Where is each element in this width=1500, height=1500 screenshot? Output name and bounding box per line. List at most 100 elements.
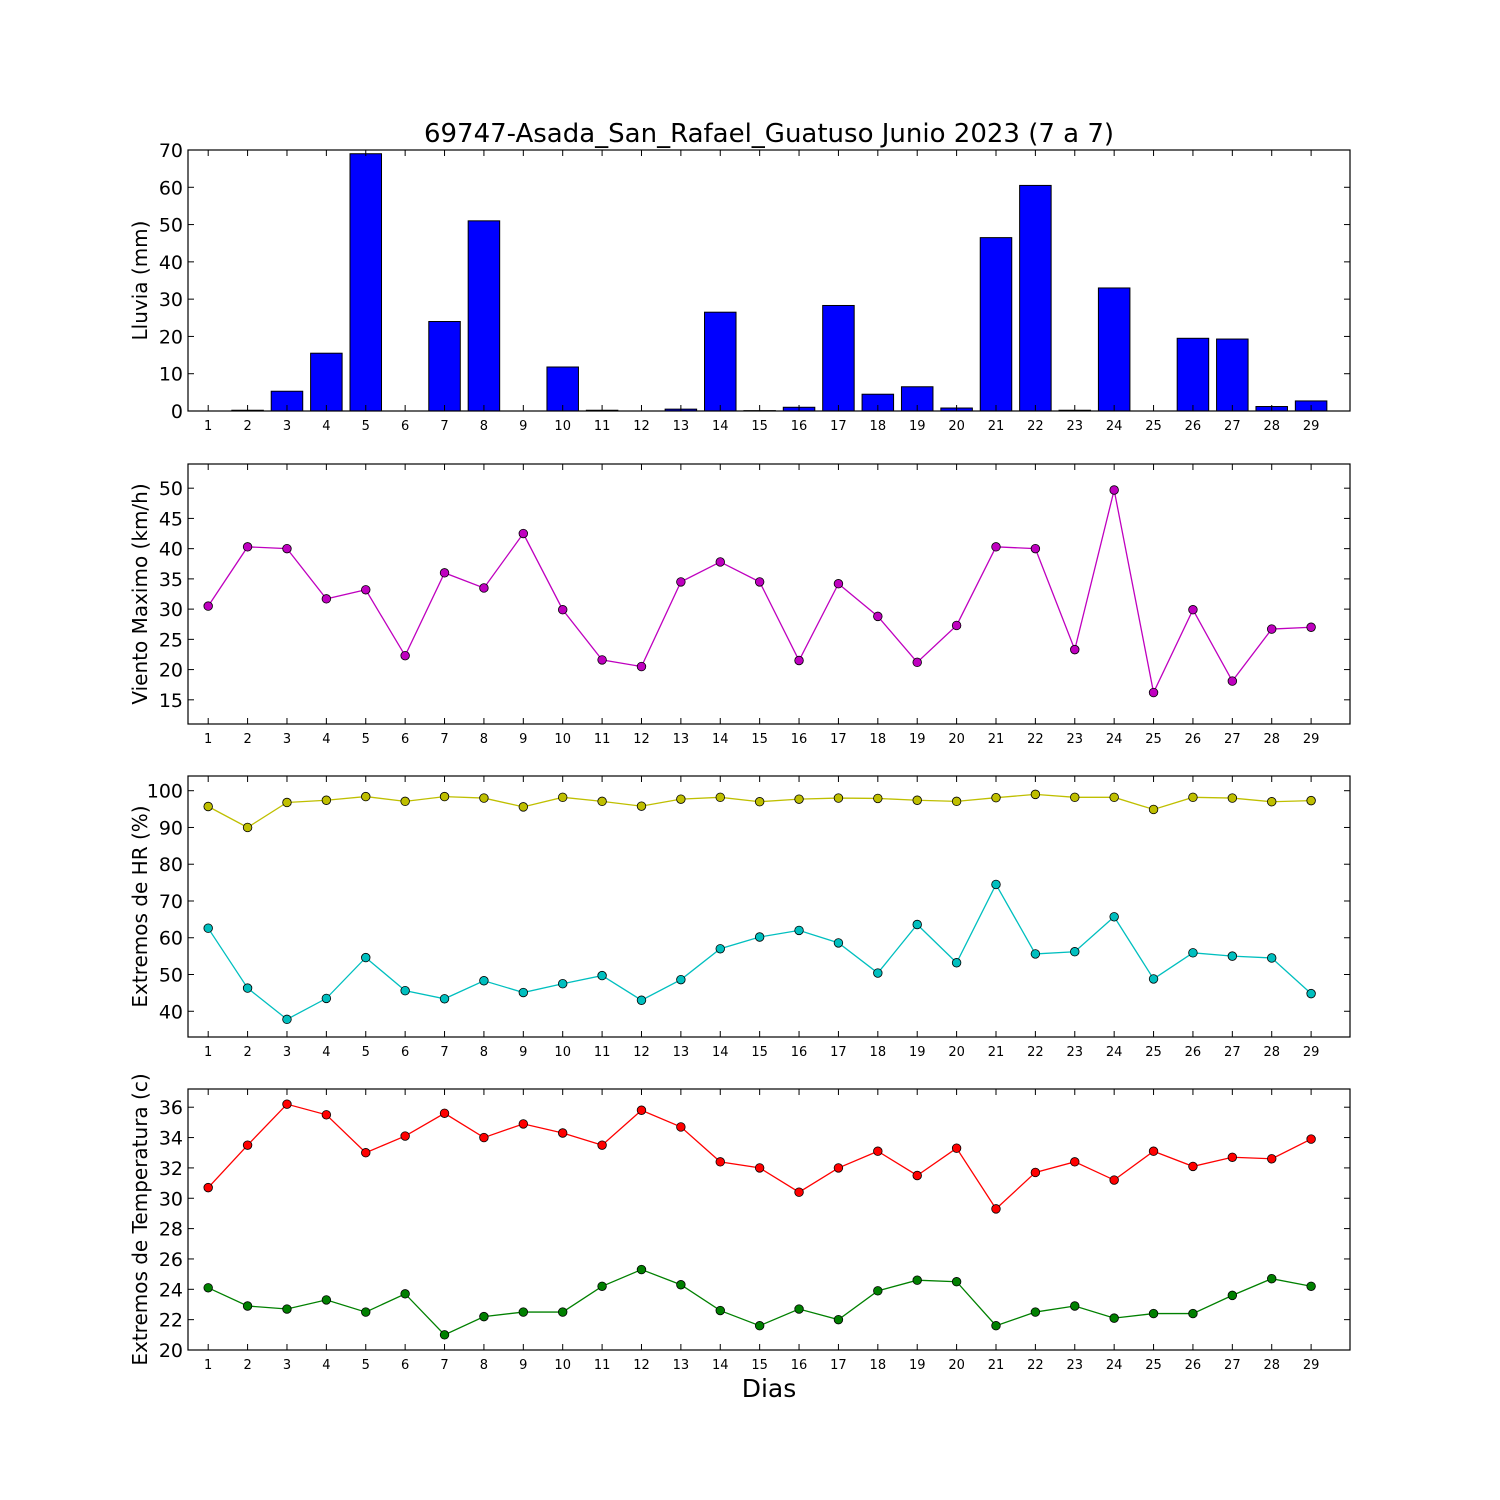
humidity-point [715, 792, 725, 803]
wind-axes-frame [187, 463, 1351, 725]
humidity-point [242, 822, 253, 833]
rain-bar [546, 366, 579, 412]
y-tick-label: 32 [159, 1158, 183, 1180]
temperature-point [1109, 1313, 1119, 1323]
x-tick-label: 25 [1145, 1045, 1162, 1060]
x-tick-label: 25 [1145, 1358, 1162, 1373]
x-tick-label: 27 [1224, 1045, 1241, 1060]
humidity-point [676, 974, 686, 985]
x-tick-label: 26 [1185, 419, 1202, 434]
x-tick-label: 1 [204, 419, 212, 434]
x-tick-label: 25 [1145, 732, 1162, 747]
y-tick-label: 22 [159, 1310, 183, 1332]
x-tick-label: 11 [594, 732, 611, 747]
y-tick-label: 35 [159, 569, 183, 591]
x-tick-label: 20 [948, 732, 965, 747]
humidity-point [321, 993, 332, 1004]
x-tick-label: 20 [948, 419, 965, 434]
wind-point [242, 542, 253, 552]
wind-point [991, 542, 1001, 552]
wind-y-axis-label: Viento Maximo (km/h) [128, 483, 152, 704]
x-tick-label: 22 [1027, 1045, 1044, 1060]
x-tick-label: 26 [1185, 1358, 1202, 1373]
humidity-point [676, 794, 686, 804]
temperature-point [597, 1281, 607, 1291]
temperature-point [794, 1187, 804, 1197]
x-tick-label: 4 [322, 1358, 330, 1373]
x-tick-label: 13 [673, 732, 690, 747]
x-tick-label: 15 [751, 1358, 768, 1373]
humidity-point [361, 952, 371, 963]
temperature-point [1267, 1154, 1277, 1164]
y-tick-label: 36 [159, 1097, 183, 1119]
x-tick-label: 19 [909, 419, 926, 434]
y-tick-label: 20 [159, 1340, 183, 1362]
humidity-point [1148, 804, 1159, 815]
y-tick-label: 15 [159, 690, 183, 712]
x-tick-label: 5 [362, 732, 370, 747]
temperature-point [361, 1148, 371, 1158]
humidity-point [951, 796, 962, 807]
x-tick-label: 4 [322, 419, 330, 434]
temperature-point [715, 1157, 725, 1167]
temperature-point [321, 1295, 332, 1305]
temperature-point [754, 1163, 765, 1173]
x-tick-label: 29 [1303, 419, 1320, 434]
x-tick-label: 10 [554, 732, 571, 747]
wind-point [1188, 605, 1198, 615]
temperature-point [1306, 1134, 1316, 1144]
x-tick-label: 19 [909, 732, 926, 747]
wind-point [321, 594, 332, 604]
x-tick-label: 28 [1263, 1045, 1280, 1060]
y-tick-label: 50 [159, 965, 183, 987]
x-tick-label: 5 [362, 1045, 370, 1060]
temperature-point [321, 1110, 332, 1120]
temperature-point [991, 1321, 1001, 1331]
wind-point [282, 543, 292, 554]
humidity-point [1188, 792, 1198, 803]
humidity-point [1267, 797, 1277, 807]
rain-bar [1176, 337, 1210, 412]
humidity-point [203, 923, 213, 933]
x-tick-label: 10 [554, 419, 571, 434]
temperature-point [282, 1304, 292, 1314]
humidity-point [479, 976, 489, 986]
temperature-point [1148, 1146, 1159, 1156]
x-tick-label: 18 [870, 1045, 887, 1060]
y-tick-label: 30 [159, 599, 183, 621]
humidity-point [833, 938, 844, 948]
y-tick-label: 0 [171, 401, 183, 423]
temperature-point [558, 1128, 568, 1138]
wind-point [1148, 687, 1159, 698]
x-tick-label: 23 [1066, 732, 1083, 747]
x-tick-label: 11 [594, 1045, 611, 1060]
temperature-point [203, 1182, 213, 1193]
y-tick-label: 50 [159, 215, 183, 237]
x-tick-label: 16 [791, 1358, 808, 1373]
x-tick-label: 27 [1224, 419, 1241, 434]
wind-point [558, 605, 568, 615]
rain-bar [428, 321, 461, 412]
x-tick-label: 11 [594, 419, 611, 434]
rain-y-axis-label: Lluvia (mm) [128, 221, 152, 341]
temperature-point [479, 1132, 489, 1143]
humidity-point [361, 791, 371, 802]
x-tick-label: 9 [519, 732, 527, 747]
temperature-series-1-line [207, 1103, 1312, 1210]
x-tick-label: 23 [1066, 1358, 1083, 1373]
x-tick-label: 14 [712, 732, 729, 747]
x-tick-label: 17 [830, 1045, 847, 1060]
x-tick-label: 11 [594, 1358, 611, 1373]
humidity-point [1070, 792, 1080, 803]
x-tick-label: 6 [401, 1358, 409, 1373]
humidity-point [873, 968, 883, 978]
humidity-point [518, 802, 529, 812]
humidity-point [1227, 951, 1238, 961]
humidity-point [794, 794, 804, 804]
x-tick-label: 15 [751, 419, 768, 434]
x-tick-label: 3 [283, 732, 291, 747]
